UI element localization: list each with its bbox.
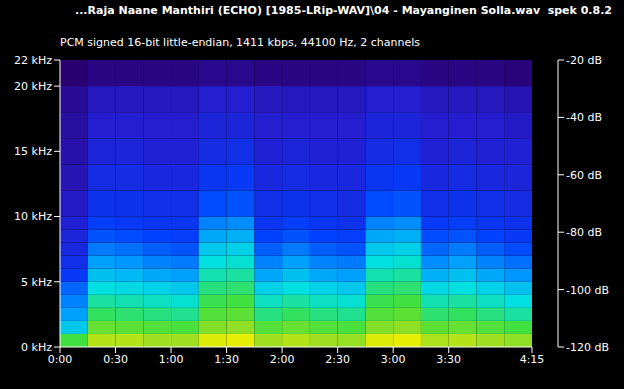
html-text:...Raja Naane Manthiri (ECHO): ...Raja Naane Manthiri (ECHO) [1985-LRip… [75, 4, 541, 17]
svg-text:20 kHz: 20 kHz [14, 80, 52, 93]
svg-text:0:00: 0:00 [48, 353, 73, 366]
html-text:spek 0.8.2: spek 0.8.2 [547, 4, 612, 17]
html-text:PCM signed 16-bit little-endia: PCM signed 16-bit little-endian, 1411 kb… [60, 36, 420, 49]
svg-text:-80 dB: -80 dB [566, 226, 602, 239]
svg-text:-20 dB: -20 dB [566, 54, 602, 67]
svg-text:2:30: 2:30 [325, 353, 350, 366]
svg-text:22 kHz: 22 kHz [14, 54, 52, 67]
svg-text:15 kHz: 15 kHz [14, 145, 52, 158]
svg-text:-60 dB: -60 dB [566, 169, 602, 182]
svg-text:1:00: 1:00 [159, 353, 184, 366]
svg-text:2:00: 2:00 [270, 353, 295, 366]
svg-text:-120 dB: -120 dB [566, 341, 609, 354]
svg-text:10 kHz: 10 kHz [14, 210, 52, 223]
svg-text:5 kHz: 5 kHz [21, 276, 52, 289]
svg-text:0 kHz: 0 kHz [21, 341, 52, 354]
svg-text:1:30: 1:30 [214, 353, 239, 366]
svg-text:3:30: 3:30 [436, 353, 461, 366]
svg-text:3:00: 3:00 [381, 353, 406, 366]
svg-text:4:15: 4:15 [520, 353, 545, 366]
svg-text:0:30: 0:30 [103, 353, 128, 366]
svg-text:-100 dB: -100 dB [566, 284, 609, 297]
svg-text:-40 dB: -40 dB [566, 111, 602, 124]
